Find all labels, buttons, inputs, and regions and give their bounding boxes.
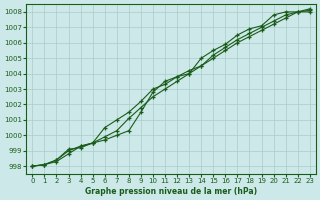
X-axis label: Graphe pression niveau de la mer (hPa): Graphe pression niveau de la mer (hPa)	[85, 187, 257, 196]
